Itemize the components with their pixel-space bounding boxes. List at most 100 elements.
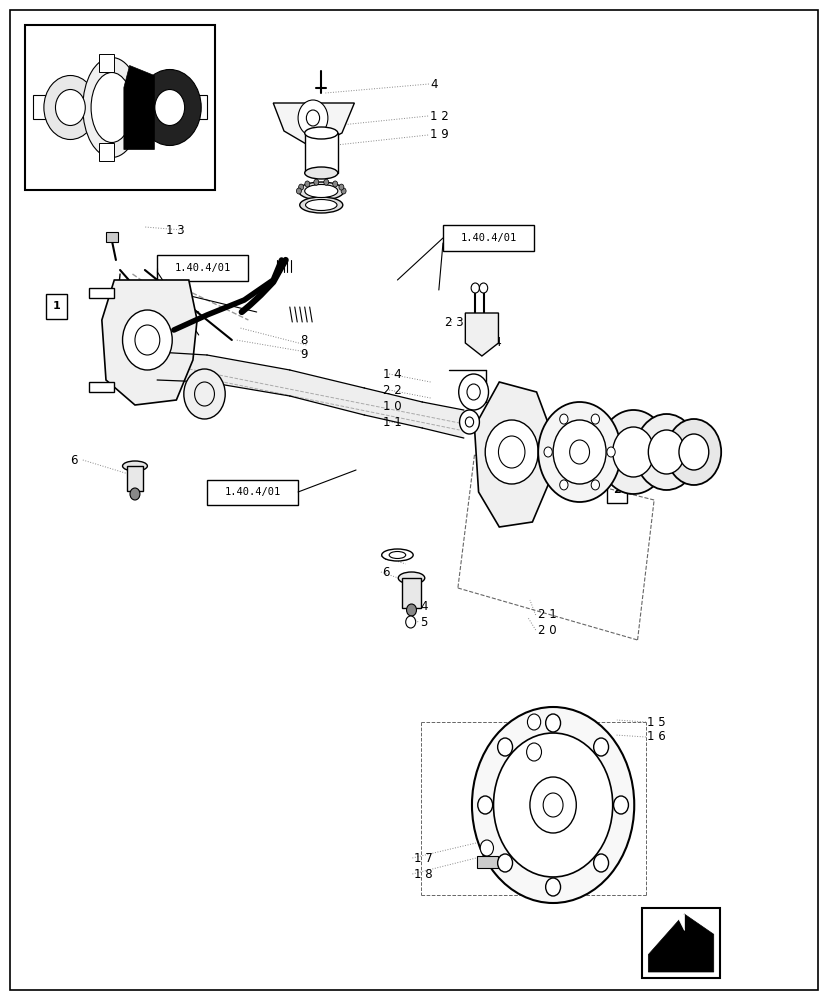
Bar — [442, 226, 533, 250]
Circle shape — [538, 402, 620, 502]
Ellipse shape — [83, 57, 141, 157]
Circle shape — [590, 480, 599, 490]
Bar — [157, 255, 248, 280]
Circle shape — [543, 447, 552, 457]
Bar — [106, 232, 117, 242]
Ellipse shape — [304, 167, 337, 179]
Text: 1 1: 1 1 — [383, 416, 402, 428]
Circle shape — [55, 89, 85, 125]
Circle shape — [559, 414, 567, 424]
Ellipse shape — [304, 184, 337, 198]
Circle shape — [545, 878, 560, 896]
Text: 1 8: 1 8 — [414, 867, 432, 880]
Bar — [99, 142, 114, 160]
Circle shape — [122, 310, 172, 370]
Text: 1 9: 1 9 — [429, 128, 448, 141]
Text: 4: 4 — [420, 599, 428, 612]
Circle shape — [471, 707, 633, 903]
Circle shape — [458, 374, 488, 410]
Circle shape — [678, 434, 708, 470]
Circle shape — [593, 738, 608, 756]
Text: 6: 6 — [70, 454, 78, 466]
Circle shape — [406, 604, 416, 616]
Circle shape — [44, 75, 97, 139]
Circle shape — [526, 743, 541, 761]
Polygon shape — [675, 914, 683, 930]
Circle shape — [529, 777, 576, 833]
Circle shape — [613, 796, 628, 814]
Circle shape — [459, 410, 479, 434]
Circle shape — [479, 283, 487, 293]
Circle shape — [296, 188, 301, 194]
Text: 2 2: 2 2 — [383, 383, 402, 396]
Circle shape — [527, 714, 540, 730]
Circle shape — [666, 419, 720, 485]
Text: 1 4: 1 4 — [383, 367, 402, 380]
Ellipse shape — [381, 549, 413, 561]
Text: 1 5: 1 5 — [647, 716, 665, 728]
Text: 9: 9 — [300, 349, 308, 361]
Circle shape — [648, 430, 684, 474]
Circle shape — [332, 181, 337, 187]
Text: 2 3: 2 3 — [445, 316, 463, 328]
Circle shape — [493, 733, 612, 877]
Circle shape — [323, 179, 328, 185]
Bar — [304, 133, 337, 173]
Circle shape — [313, 179, 318, 185]
Bar — [476, 856, 497, 868]
Circle shape — [338, 184, 343, 190]
Circle shape — [405, 616, 415, 628]
Circle shape — [606, 447, 614, 457]
Circle shape — [590, 414, 599, 424]
Text: 2: 2 — [612, 485, 620, 495]
Bar — [641, 908, 719, 978]
Ellipse shape — [304, 127, 337, 139]
Text: 1: 1 — [52, 301, 60, 311]
Bar — [127, 466, 143, 491]
Polygon shape — [157, 352, 463, 438]
Polygon shape — [273, 103, 354, 148]
Circle shape — [497, 854, 512, 872]
Circle shape — [304, 181, 309, 187]
Circle shape — [593, 854, 608, 872]
Text: 3: 3 — [579, 483, 586, 495]
Text: 8: 8 — [300, 334, 308, 347]
Circle shape — [130, 488, 140, 500]
Text: 2 1: 2 1 — [538, 608, 557, 621]
Ellipse shape — [91, 72, 132, 142]
Circle shape — [480, 840, 493, 856]
Circle shape — [485, 420, 538, 484]
Text: 5: 5 — [420, 615, 428, 629]
Text: 6: 6 — [382, 566, 390, 578]
Text: 7: 7 — [382, 550, 390, 562]
Text: 2 4: 2 4 — [482, 336, 501, 349]
Text: 1 3: 1 3 — [165, 224, 184, 236]
Text: 1 6: 1 6 — [647, 730, 666, 744]
Polygon shape — [465, 313, 498, 356]
Bar — [99, 54, 114, 72]
Ellipse shape — [122, 461, 147, 471]
Circle shape — [612, 427, 653, 477]
Circle shape — [477, 796, 492, 814]
Text: 1 7: 1 7 — [414, 852, 433, 864]
Circle shape — [497, 738, 512, 756]
Text: 1.40.4/01: 1.40.4/01 — [460, 233, 516, 243]
Circle shape — [298, 100, 327, 136]
Circle shape — [559, 480, 567, 490]
Circle shape — [155, 89, 184, 125]
Ellipse shape — [305, 200, 337, 211]
Circle shape — [138, 69, 201, 145]
Bar — [89, 288, 114, 298]
Circle shape — [184, 369, 225, 419]
Circle shape — [471, 283, 479, 293]
Text: 1.40.4/01: 1.40.4/01 — [224, 487, 280, 497]
Text: 2 0: 2 0 — [538, 624, 556, 637]
Bar — [402, 578, 420, 608]
Polygon shape — [102, 280, 197, 405]
Polygon shape — [474, 382, 551, 527]
Circle shape — [341, 188, 346, 194]
Circle shape — [545, 714, 560, 732]
Text: 4: 4 — [430, 78, 437, 91]
Polygon shape — [124, 65, 154, 149]
Bar — [605, 478, 627, 502]
